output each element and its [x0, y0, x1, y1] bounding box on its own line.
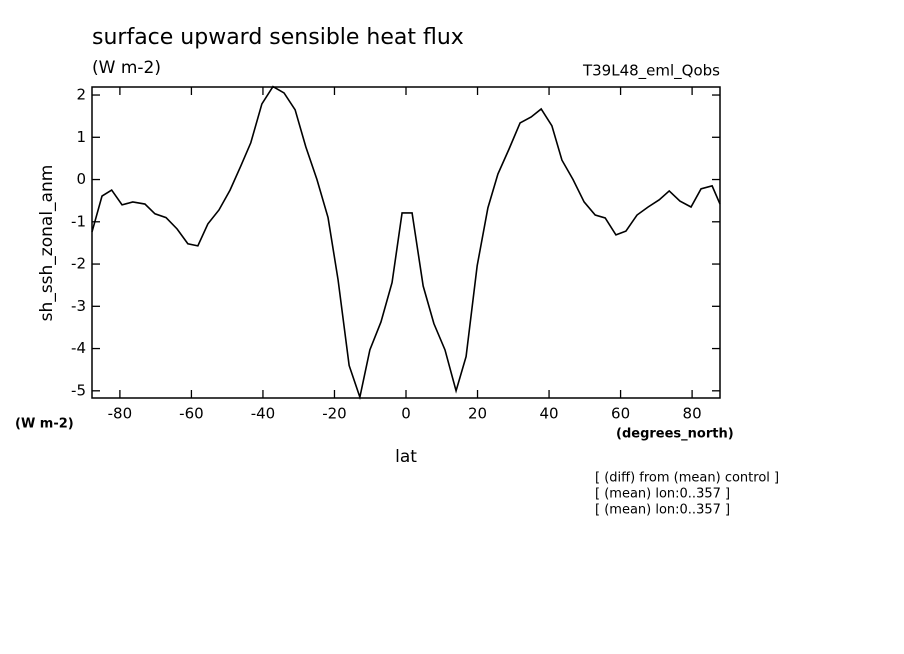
- x-tick-label: -40: [251, 405, 276, 423]
- data-line: [91, 85, 721, 401]
- y-units: (W m-2): [15, 417, 74, 432]
- x-units: (degrees_north): [616, 427, 734, 442]
- y-tick-label: 1: [76, 128, 86, 146]
- x-tick-label: 40: [540, 405, 559, 423]
- x-tick-label: 80: [683, 405, 702, 423]
- x-tick-label: 0: [401, 405, 411, 423]
- y-axis-label: sh_ssh_zonal_anm: [37, 165, 57, 322]
- note: [ (mean) lon:0..357 ]: [595, 503, 730, 518]
- x-tick-label: -60: [179, 405, 204, 423]
- x-tick-label: 20: [468, 405, 487, 423]
- y-tick-label: 2: [76, 86, 86, 104]
- note: [ (mean) lon:0..357 ]: [595, 487, 730, 502]
- y-tick-label: -3: [71, 297, 86, 315]
- x-tick-label: -20: [322, 405, 347, 423]
- y-tick-label: -2: [71, 255, 86, 273]
- chart-subtitle: (W m-2): [92, 58, 161, 78]
- annotation: T39L48_eml_Qobs: [582, 62, 720, 81]
- x-tick-label: 60: [611, 405, 630, 423]
- x-tick-label: -80: [108, 405, 133, 423]
- x-axis-label: lat: [395, 447, 417, 467]
- y-tick-label: -4: [71, 339, 86, 357]
- y-tick-label: -1: [71, 212, 86, 230]
- y-tick-label: -5: [71, 381, 86, 399]
- note: [ (diff) from (mean) control ]: [595, 471, 779, 486]
- y-tick-label: 0: [76, 170, 86, 188]
- chart-title: surface upward sensible heat flux: [92, 25, 464, 50]
